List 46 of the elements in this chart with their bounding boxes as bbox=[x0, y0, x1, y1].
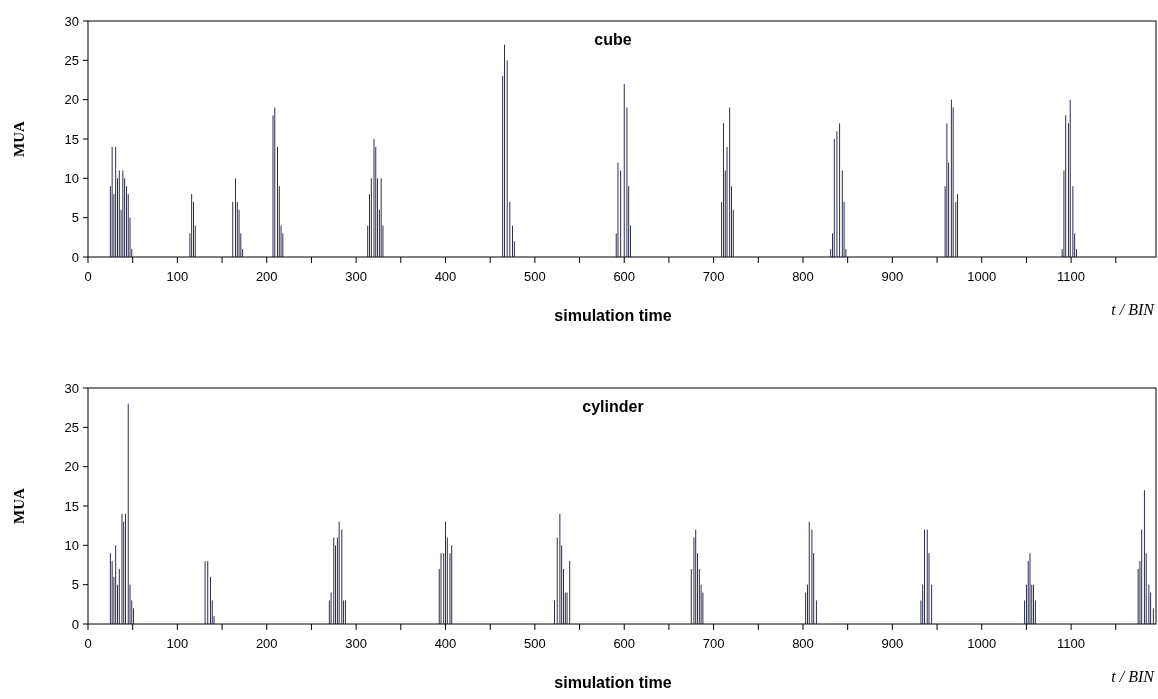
x-tick-label: 0 bbox=[84, 269, 92, 284]
y-tick-label: 30 bbox=[64, 13, 79, 29]
y-tick-label: 25 bbox=[64, 419, 79, 435]
y-axis-title: MUA bbox=[11, 487, 27, 524]
y-tick-label: 5 bbox=[71, 577, 79, 593]
x-tick-label: 400 bbox=[434, 636, 457, 651]
y-tick-label: 30 bbox=[64, 380, 79, 396]
y-tick-label: 15 bbox=[64, 131, 79, 147]
y-tick-label: 20 bbox=[64, 459, 79, 475]
x-tick-label: 600 bbox=[613, 636, 636, 651]
x-tick-label: 1100 bbox=[1057, 269, 1086, 284]
x-tick-label: 500 bbox=[524, 636, 546, 651]
x-tick-label: 100 bbox=[166, 636, 189, 651]
x-tick-label: 300 bbox=[345, 269, 367, 284]
x-tick-label: 800 bbox=[792, 269, 814, 284]
x-axis-title: simulation time bbox=[554, 674, 672, 691]
x-tick-label: 500 bbox=[524, 269, 546, 284]
x-tick-label: 700 bbox=[702, 269, 725, 284]
x-tick-label: 1000 bbox=[967, 269, 997, 284]
y-tick-label: 10 bbox=[64, 170, 79, 186]
x-tick-label: 100 bbox=[166, 269, 189, 284]
y-tick-label: 5 bbox=[71, 210, 79, 226]
y-tick-label: 20 bbox=[64, 92, 79, 108]
y-tick-label: 0 bbox=[71, 616, 79, 632]
y-tick-label: 15 bbox=[64, 498, 79, 514]
text: t / BIN bbox=[1111, 668, 1156, 685]
x-tick-label: 900 bbox=[881, 269, 904, 284]
y-tick-label: 10 bbox=[64, 537, 79, 553]
text: cylinder bbox=[582, 398, 644, 415]
x-tick-label: 400 bbox=[434, 269, 457, 284]
y-tick-label: 25 bbox=[64, 52, 79, 68]
x-tick-label: 200 bbox=[255, 269, 278, 284]
text: cube bbox=[594, 31, 632, 48]
x-tick-label: 900 bbox=[881, 636, 904, 651]
x-tick-label: 200 bbox=[255, 636, 278, 651]
x-tick-label: 800 bbox=[792, 636, 814, 651]
x-tick-label: 600 bbox=[613, 269, 636, 284]
y-axis-title: MUA bbox=[11, 120, 27, 157]
x-tick-label: 300 bbox=[345, 636, 367, 651]
x-axis-title: simulation time bbox=[554, 307, 672, 324]
x-tick-label: 1000 bbox=[967, 636, 997, 651]
y-tick-label: 0 bbox=[71, 249, 79, 265]
x-tick-label: 1100 bbox=[1057, 636, 1086, 651]
text: t / BIN bbox=[1111, 301, 1156, 318]
x-tick-label: 700 bbox=[702, 636, 725, 651]
x-tick-label: 0 bbox=[84, 636, 92, 651]
